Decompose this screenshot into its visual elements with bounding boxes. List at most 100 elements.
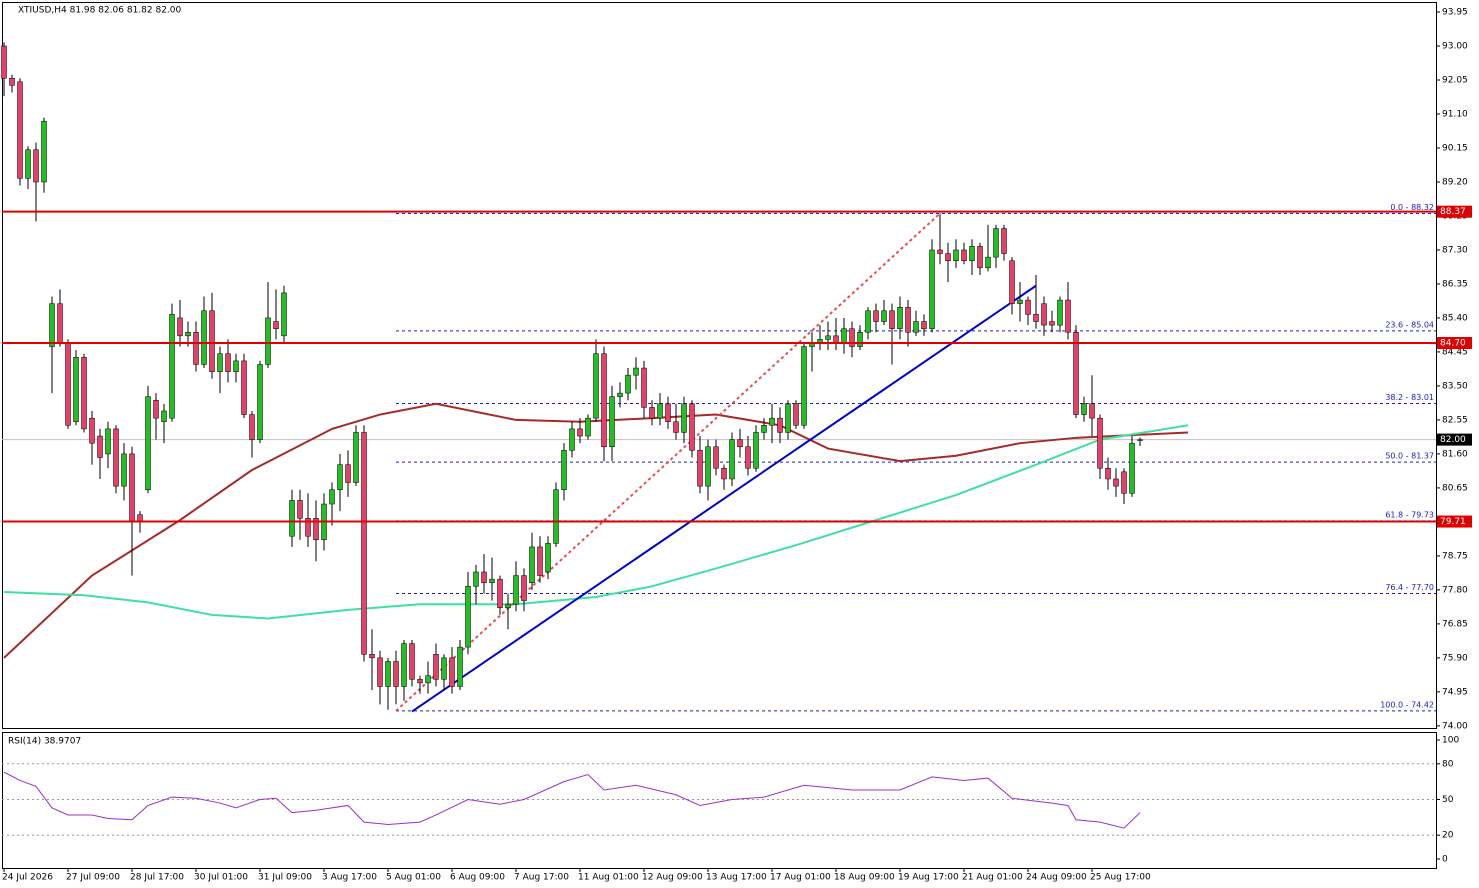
candle-body bbox=[457, 646, 463, 687]
candle-body bbox=[897, 306, 903, 329]
candle-body bbox=[1081, 403, 1087, 415]
level-tag bbox=[1437, 515, 1472, 528]
price-tag bbox=[1437, 433, 1472, 446]
candle-body bbox=[721, 467, 727, 480]
candle-body bbox=[545, 543, 551, 573]
candle-body bbox=[1073, 332, 1079, 415]
x-tick-label: 13 Aug 17:00 bbox=[706, 873, 767, 883]
candle-body bbox=[233, 360, 239, 372]
candle-body bbox=[241, 360, 247, 415]
x-tick-label: 31 Jul 09:00 bbox=[258, 873, 312, 883]
fib-label: 23.6 - 85.04 bbox=[1385, 320, 1434, 329]
candle-body bbox=[921, 321, 927, 329]
candle-body bbox=[913, 321, 919, 333]
candle-body bbox=[385, 661, 391, 687]
candle-body bbox=[969, 246, 975, 261]
candle-body bbox=[33, 149, 39, 183]
candle-body bbox=[649, 407, 655, 419]
trendline bbox=[411, 284, 1037, 713]
y-tick-label: 86.35 bbox=[1442, 279, 1468, 289]
x-tick-label: 18 Aug 09:00 bbox=[834, 873, 895, 883]
candle-body bbox=[657, 403, 663, 419]
candle-body bbox=[1097, 417, 1103, 469]
candle-body bbox=[465, 586, 471, 648]
y-tick-label: 83.50 bbox=[1442, 381, 1468, 391]
candle-body bbox=[593, 353, 599, 419]
candle-body bbox=[1033, 314, 1039, 322]
candle-body bbox=[985, 256, 991, 269]
candle-body bbox=[153, 399, 159, 419]
candle-body bbox=[561, 450, 567, 490]
x-tick-label: 30 Jul 01:00 bbox=[194, 873, 248, 883]
candle-body bbox=[641, 367, 647, 408]
candle-body bbox=[9, 77, 15, 86]
x-tick-label: 24 Aug 09:00 bbox=[1026, 873, 1087, 883]
candle-body bbox=[737, 439, 743, 448]
candle-body bbox=[401, 643, 407, 687]
main-panel bbox=[2, 2, 1437, 729]
candle-body bbox=[449, 657, 455, 687]
x-tick-label: 11 Aug 01:00 bbox=[578, 873, 639, 883]
candle-body bbox=[873, 310, 879, 322]
candle-body bbox=[1113, 478, 1119, 487]
level-tag bbox=[1437, 336, 1472, 349]
candle-body bbox=[353, 432, 359, 483]
candle-body bbox=[689, 403, 695, 451]
y-tick-label: 75.90 bbox=[1442, 653, 1468, 663]
candle-body bbox=[1041, 303, 1047, 326]
fib-label: 76.4 - 77.70 bbox=[1385, 583, 1434, 592]
trendline bbox=[395, 212, 941, 712]
x-tick-label: 21 Aug 01:00 bbox=[962, 873, 1023, 883]
candle-body bbox=[337, 464, 343, 490]
candle-body bbox=[105, 428, 111, 455]
candle-body bbox=[769, 417, 775, 426]
candle-body bbox=[257, 364, 263, 440]
candle-body bbox=[497, 578, 503, 609]
candle-body bbox=[905, 306, 911, 333]
candle-body bbox=[1025, 299, 1031, 315]
candle-body bbox=[801, 346, 807, 426]
candle-body bbox=[617, 392, 623, 397]
candle-body bbox=[145, 396, 151, 490]
y-tick-label: 93.95 bbox=[1442, 8, 1468, 18]
candle-body bbox=[761, 425, 767, 433]
candle-body bbox=[537, 546, 543, 576]
candle-body bbox=[1121, 471, 1127, 494]
y-tick-label: 92.05 bbox=[1442, 76, 1468, 86]
candle-body bbox=[697, 450, 703, 487]
candle-body bbox=[1049, 321, 1055, 326]
rsi-tick-label: 80 bbox=[1442, 759, 1454, 769]
fib-label: 50.0 - 81.37 bbox=[1385, 452, 1434, 461]
fib-label: 0.0 - 88.32 bbox=[1390, 203, 1434, 212]
candle-body bbox=[625, 374, 631, 394]
rsi-title: RSI(14) 38.9707 bbox=[8, 737, 81, 747]
candle-body bbox=[289, 500, 295, 537]
x-tick-label: 25 Aug 17:00 bbox=[1090, 873, 1151, 883]
candle-body bbox=[1065, 299, 1071, 333]
candle-body bbox=[81, 357, 87, 430]
candle-body bbox=[681, 403, 687, 433]
candle-body bbox=[201, 310, 207, 365]
candle-body bbox=[785, 403, 791, 433]
candle-body bbox=[281, 292, 287, 337]
candle-body bbox=[889, 310, 895, 329]
fib-label: 38.2 - 83.01 bbox=[1385, 393, 1434, 402]
candle-body bbox=[929, 249, 935, 329]
x-tick-label: 5 Aug 01:00 bbox=[386, 873, 441, 883]
level-tag-label: 79.71 bbox=[1440, 517, 1466, 527]
candle-body bbox=[777, 417, 783, 433]
y-tick-label: 89.20 bbox=[1442, 177, 1468, 187]
y-tick-label: 80.65 bbox=[1442, 483, 1468, 493]
y-tick-label: 81.60 bbox=[1442, 449, 1468, 459]
price-tag-label: 82.00 bbox=[1440, 435, 1466, 445]
candle-body bbox=[713, 446, 719, 469]
fib-label: 61.8 - 79.73 bbox=[1385, 510, 1434, 519]
y-tick-label: 76.85 bbox=[1442, 619, 1468, 629]
candle-body bbox=[1105, 467, 1111, 480]
x-tick-label: 19 Aug 17:00 bbox=[898, 873, 959, 883]
candle-body bbox=[1001, 228, 1007, 254]
candle-body bbox=[577, 428, 583, 437]
candle-body bbox=[745, 446, 751, 469]
y-tick-label: 87.30 bbox=[1442, 245, 1468, 255]
